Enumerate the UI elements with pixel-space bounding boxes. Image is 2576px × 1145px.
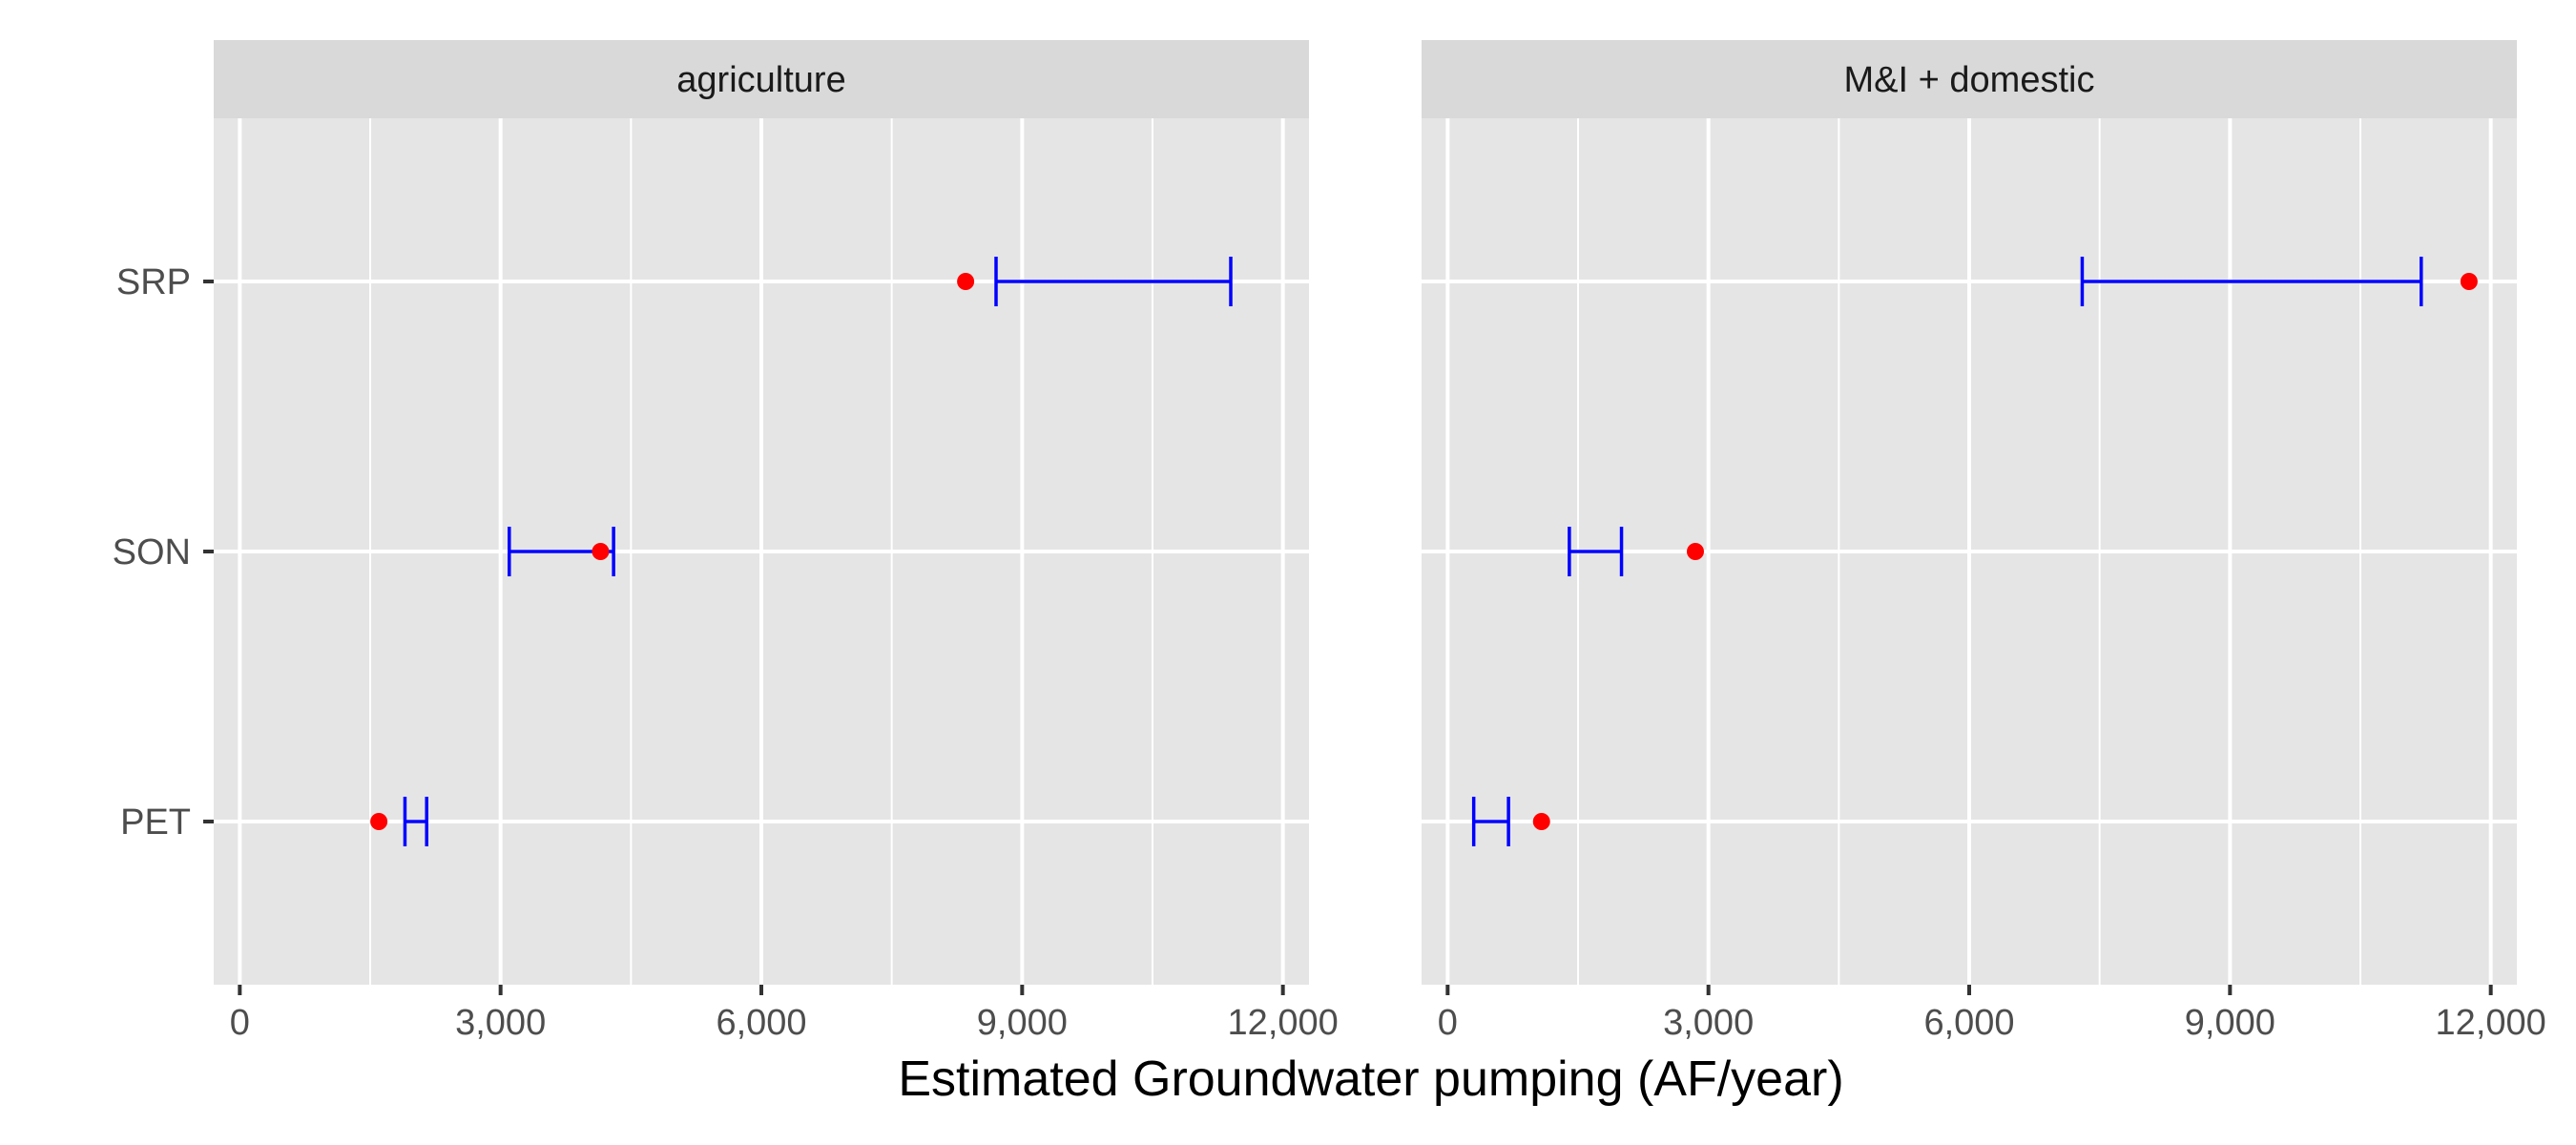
point-srp bbox=[2460, 273, 2478, 290]
x-tick-label: 9,000 bbox=[2185, 1003, 2275, 1043]
panel-strip bbox=[214, 40, 1309, 118]
x-tick-label: 3,000 bbox=[1663, 1003, 1754, 1043]
x-tick-label: 6,000 bbox=[716, 1003, 806, 1043]
errorbar-pet bbox=[403, 797, 428, 846]
y-tick-label: SRP bbox=[116, 262, 191, 302]
errorbar-pet bbox=[1471, 797, 1510, 846]
x-tick-label: 0 bbox=[230, 1003, 250, 1043]
errorbar-srp bbox=[994, 257, 1233, 306]
x-tick-label: 0 bbox=[1438, 1003, 1458, 1043]
x-tick-label: 3,000 bbox=[455, 1003, 546, 1043]
panel-strip bbox=[1422, 40, 2517, 118]
point-son bbox=[592, 543, 610, 560]
errorbar-son bbox=[1568, 527, 1624, 576]
panels-layer: agriculture 0 3,000 6,000 9,000 12,000 SRP SON P… bbox=[113, 40, 2546, 1043]
errorbar-srp bbox=[2080, 257, 2423, 306]
point-son bbox=[1687, 543, 1704, 560]
x-tick-label: 12,000 bbox=[1228, 1003, 1339, 1043]
x-tick-label: 6,000 bbox=[1923, 1003, 2014, 1043]
point-pet bbox=[370, 813, 388, 830]
panel-strip-label: M&I + domestic bbox=[1844, 60, 2095, 100]
point-pet bbox=[1532, 813, 1550, 830]
x-axis-title: Estimated Groundwater pumping (AF/year) bbox=[898, 1051, 1843, 1107]
x-tick-label: 12,000 bbox=[2436, 1003, 2546, 1043]
panel-0: agriculture 0 3,000 6,000 9,000 12,000 SRP SON P… bbox=[113, 40, 1339, 1043]
x-tick-label: 9,000 bbox=[977, 1003, 1068, 1043]
panel-strip-label: agriculture bbox=[676, 60, 845, 100]
panel-1: M&I + domestic 0 3,000 6,000 9,000 12,000 bbox=[1422, 40, 2546, 1043]
y-tick-label: SON bbox=[113, 532, 191, 572]
point-srp bbox=[957, 273, 975, 290]
y-tick-label: PET bbox=[120, 802, 191, 843]
